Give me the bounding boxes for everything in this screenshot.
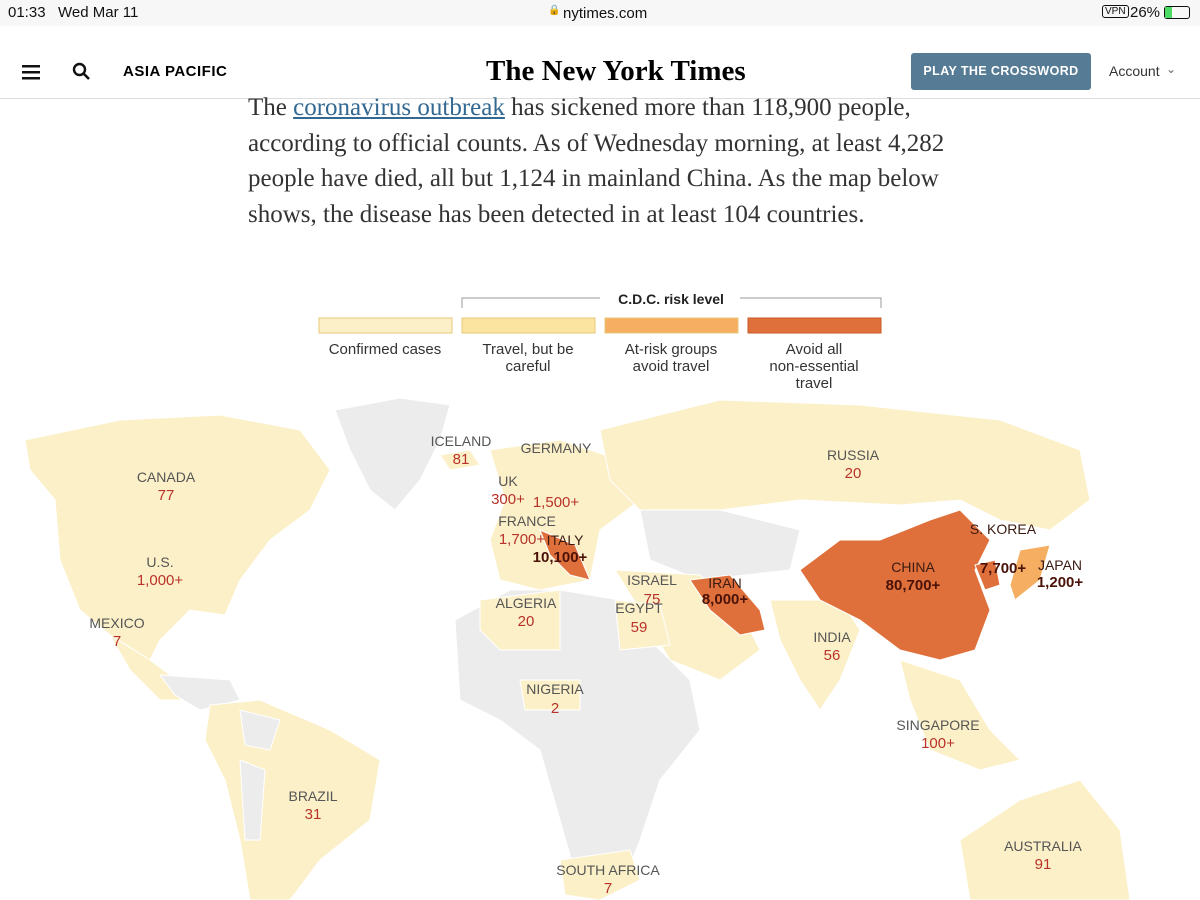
country-name: ISRAEL xyxy=(627,572,677,588)
status-bar: 01:33 Wed Mar 11 🔒 nytimes.com VPN 26% xyxy=(0,0,1200,26)
case-count: 1,000+ xyxy=(137,572,184,589)
date: Wed Mar 11 xyxy=(58,4,139,21)
legend: C.D.C. risk level Confirmed cases Travel,… xyxy=(318,291,882,392)
case-count: 300+ xyxy=(491,491,525,508)
legend-swatch xyxy=(461,317,596,334)
country-name: INDIA xyxy=(813,629,851,645)
map-graphic: C.D.C. risk level Confirmed cases Travel,… xyxy=(24,291,1131,900)
case-count: 81 xyxy=(453,451,470,468)
case-count: 1,700+ xyxy=(499,531,546,548)
battery: 26% xyxy=(1130,4,1161,21)
logo[interactable]: The New York Times xyxy=(486,55,746,87)
country-name: GERMANY xyxy=(521,440,592,456)
text: has sickened more than 118,900 people, a… xyxy=(248,94,945,228)
case-count: 75 xyxy=(644,591,661,608)
country-name: CANADA xyxy=(137,469,196,485)
country-name: SINGAPORE xyxy=(896,717,979,733)
country-name: FRANCE xyxy=(498,513,556,529)
legend-label: At-risk groups avoid travel xyxy=(625,341,718,375)
country-name: MEXICO xyxy=(89,615,144,631)
url[interactable]: nytimes.com xyxy=(563,5,648,22)
text: The xyxy=(248,94,294,121)
vpn: VPN xyxy=(1102,5,1129,18)
country-name: SOUTH AFRICA xyxy=(556,862,660,878)
legend-swatch xyxy=(604,317,739,334)
case-count: 8,000+ xyxy=(702,591,749,608)
case-count: 7 xyxy=(113,633,121,650)
country-name: AUSTRALIA xyxy=(1004,838,1082,854)
case-count: 1,200+ xyxy=(1037,574,1084,591)
case-count: 77 xyxy=(158,487,175,504)
country-name: ITALY xyxy=(547,532,584,548)
legend-swatch xyxy=(318,317,453,334)
country-name: NIGERIA xyxy=(526,681,584,697)
case-count: 91 xyxy=(1035,856,1052,873)
account[interactable]: Account xyxy=(1109,63,1160,79)
case-count: 2 xyxy=(551,700,559,717)
nav-bar: ASIA PACIFIC The New York Times PLAY THE… xyxy=(0,26,1200,99)
case-count: 59 xyxy=(631,619,648,636)
legend-label: Travel, but be careful xyxy=(482,341,573,375)
case-count: 20 xyxy=(845,465,862,482)
map-labels: ICELAND 81 GERMANY 1,500+ UK 300+ FRANCE 1,700+… xyxy=(89,433,1083,897)
case-count: 10,100+ xyxy=(533,549,588,566)
legend-bracket xyxy=(461,297,882,308)
chevron: ⌄ xyxy=(1166,62,1177,76)
link[interactable]: coronavirus outbreak xyxy=(293,94,505,121)
country-name: ALGERIA xyxy=(496,595,557,611)
case-count: 80,700+ xyxy=(886,577,941,594)
legend-swatch xyxy=(747,317,882,334)
country-name: S. KOREA xyxy=(970,521,1037,537)
country-name: EGYPT xyxy=(615,600,663,616)
section-name[interactable]: ASIA PACIFIC xyxy=(123,63,228,80)
country-name: U.S. xyxy=(146,554,173,570)
lock-icon: 🔒 xyxy=(548,5,561,16)
article-paragraph: The coronavirus outbreak has sickened mo… xyxy=(248,90,948,232)
time: 01:33 xyxy=(8,4,46,21)
case-count: 100+ xyxy=(921,735,955,752)
case-count: 1,500+ xyxy=(533,494,580,511)
country-name: IRAN xyxy=(708,575,741,591)
country-name: UK xyxy=(498,473,518,489)
legend-label: Confirmed cases xyxy=(329,341,442,358)
country-name: RUSSIA xyxy=(827,447,880,463)
case-count: 56 xyxy=(824,647,841,664)
case-count: 7 xyxy=(604,880,612,897)
search-icon[interactable] xyxy=(72,62,92,82)
case-count: 20 xyxy=(518,613,535,630)
legend-label: Avoid all non-essential travel xyxy=(769,341,858,392)
landmass xyxy=(24,397,1131,900)
crossword-button[interactable]: PLAY THE CROSSWORD xyxy=(911,53,1091,90)
menu-icon[interactable] xyxy=(22,64,42,80)
country-name: ICELAND xyxy=(431,433,492,449)
legend-title: C.D.C. risk level xyxy=(618,291,724,307)
country-name: BRAZIL xyxy=(288,788,337,804)
case-count: 31 xyxy=(305,806,322,823)
country-name: JAPAN xyxy=(1038,557,1082,573)
battery-icon xyxy=(1164,6,1190,19)
country-name: CHINA xyxy=(891,559,935,575)
case-count: 7,700+ xyxy=(980,560,1027,577)
